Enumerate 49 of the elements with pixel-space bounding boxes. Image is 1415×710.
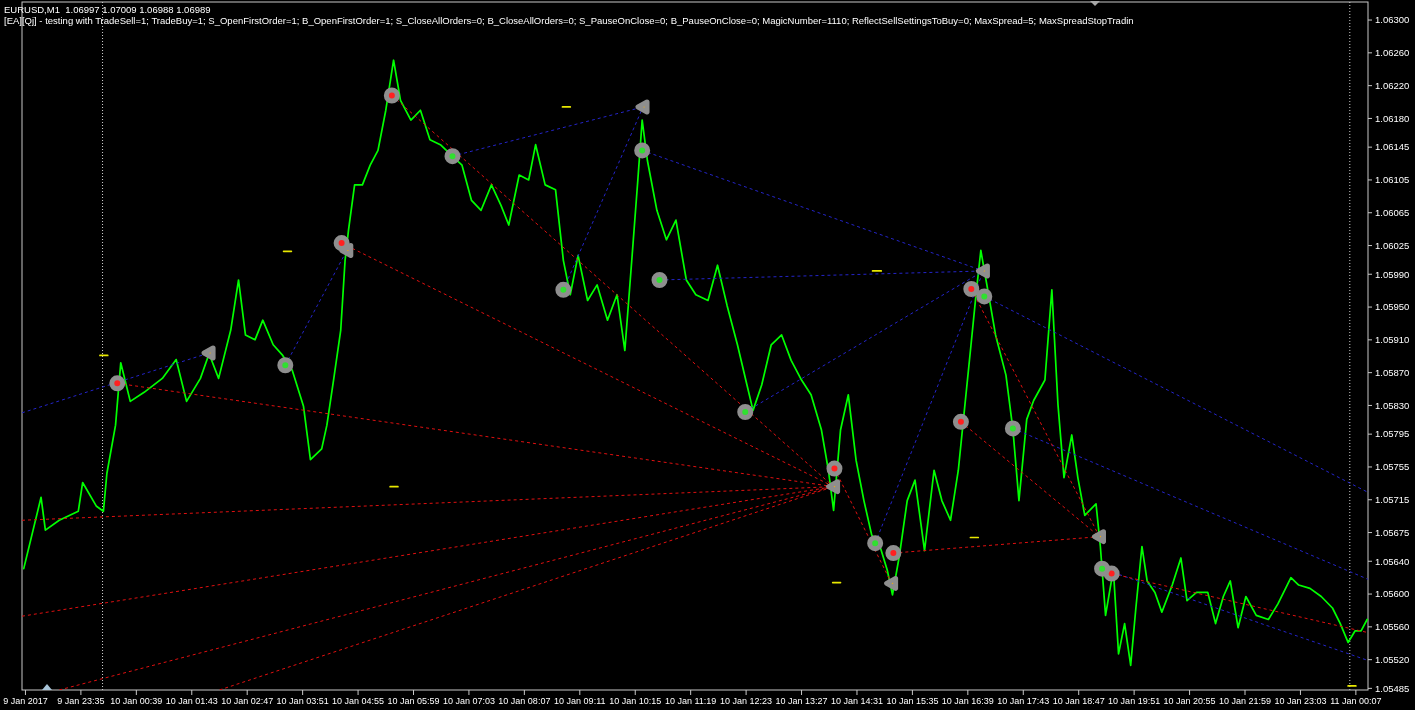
y-tick-label: 1.05755 (1375, 461, 1410, 473)
y-tick-label: 1.05990 (1375, 268, 1410, 280)
y-tick-label: 1.05950 (1375, 301, 1410, 313)
x-tick-label: 10 Jan 19:51 (1108, 696, 1161, 706)
y-tick-label: 1.06105 (1375, 174, 1410, 186)
y-tick-label: 1.05640 (1375, 555, 1410, 567)
x-tick-label: 10 Jan 00:39 (110, 696, 163, 706)
y-tick-label: 1.05715 (1375, 494, 1410, 506)
y-tick-label: 1.06025 (1375, 239, 1410, 251)
x-tick-label: 10 Jan 18:47 (1052, 696, 1105, 706)
x-tick-label: 10 Jan 04:55 (332, 696, 385, 706)
x-tick-label: 10 Jan 12:23 (720, 696, 773, 706)
x-tick-label: 10 Jan 01:43 (165, 696, 218, 706)
y-tick-label: 1.06145 (1375, 141, 1410, 153)
y-tick-label: 1.05870 (1375, 366, 1410, 378)
x-tick-label: 9 Jan 23:35 (57, 696, 105, 706)
y-tick-label: 1.05485 (1375, 682, 1410, 694)
x-tick-label: 10 Jan 05:59 (387, 696, 440, 706)
x-tick-label: 10 Jan 10:15 (609, 696, 662, 706)
x-tick-label: 10 Jan 14:31 (830, 696, 883, 706)
x-tick-label: 10 Jan 23:03 (1274, 696, 1327, 706)
x-tick-label: 10 Jan 07:03 (442, 696, 495, 706)
x-tick-label: 10 Jan 15:35 (886, 696, 939, 706)
x-tick-label: 10 Jan 03:51 (276, 696, 329, 706)
x-tick-label: 10 Jan 02:47 (221, 696, 274, 706)
x-tick-label: 10 Jan 21:59 (1218, 696, 1272, 706)
x-tick-label: 11 Jan 00:07 (1330, 696, 1382, 706)
x-tick-label: 10 Jan 09:11 (554, 696, 606, 706)
y-tick-label: 1.06220 (1375, 79, 1410, 91)
x-tick-label: 10 Jan 20:55 (1163, 696, 1216, 706)
y-tick-label: 1.06065 (1375, 207, 1410, 219)
y-tick-label: 1.05910 (1375, 334, 1410, 346)
y-tick-label: 1.05600 (1375, 588, 1410, 600)
y-tick-label: 1.06180 (1375, 112, 1410, 124)
x-tick-label: 10 Jan 08:07 (498, 696, 551, 706)
x-tick-label: 10 Jan 13:27 (775, 696, 828, 706)
chart-title: EURUSD,M1 1.06997 1.07009 1.06988 1.06989 (4, 4, 211, 15)
y-tick-label: 1.05675 (1375, 526, 1410, 538)
x-tick-label: 9 Jan 2017 (3, 696, 48, 706)
y-tick-label: 1.06260 (1375, 47, 1410, 59)
y-tick-label: 1.05830 (1375, 399, 1410, 411)
x-tick-label: 10 Jan 16:39 (941, 696, 994, 706)
y-tick-label: 1.05795 (1375, 428, 1410, 440)
x-tick-label: 10 Jan 11:19 (664, 696, 717, 706)
y-tick-label: 1.06300 (1375, 14, 1410, 26)
y-tick-label: 1.05560 (1375, 621, 1410, 633)
x-tick-label: 10 Jan 17:43 (997, 696, 1050, 706)
text: [EA][Qj] - testing with TradeSell=1; TradeBuy=1; S_OpenFirstOrder=1; B_OpenFirstOrder=1; S_CloseAllOrders=0; B_CloseAllOrders=0; S_PauseOnClose=0; B_PauseOnClose=0; MagicNumber=1110; ReflectSellSettingsToBuy=0; MaxSpread=5; MaxSpreadStopTradin (4, 15, 1134, 26)
y-tick-label: 1.05520 (1375, 653, 1410, 665)
